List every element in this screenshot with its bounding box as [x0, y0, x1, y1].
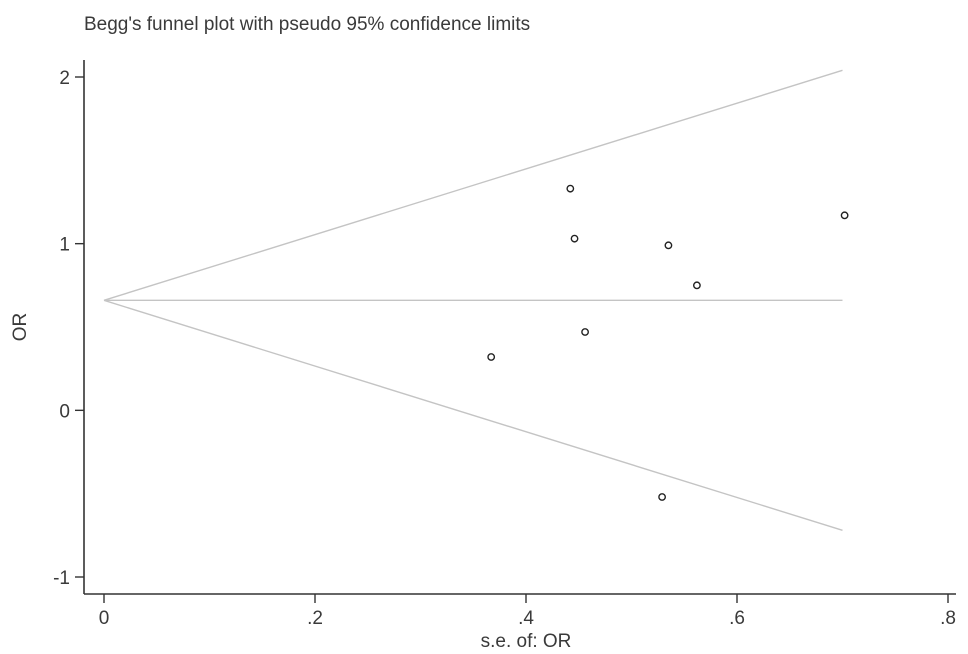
- x-tick-label: .6: [729, 608, 745, 629]
- y-ticks: -1 0 1 2: [53, 68, 84, 589]
- x-ticks: 0 .2 .4 .6 .8: [99, 594, 956, 629]
- study-point: [693, 281, 701, 290]
- study-points: [487, 184, 849, 501]
- study-point: [487, 353, 496, 361]
- x-tick-label: 0: [99, 608, 110, 629]
- confidence-limit-lines: [103, 69, 843, 532]
- y-tick-label: 2: [59, 68, 70, 89]
- x-tick-label: .4: [518, 608, 534, 629]
- y-axis-title: OR: [10, 313, 31, 342]
- chart-title: Begg's funnel plot with pseudo 95% confi…: [84, 14, 531, 35]
- x-tick-label: .2: [307, 608, 323, 629]
- study-point: [566, 184, 575, 193]
- y-tick-label: -1: [53, 568, 70, 589]
- study-point: [840, 211, 849, 220]
- study-point: [570, 234, 579, 243]
- y-tick-label: 1: [59, 235, 70, 256]
- x-tick-label: .8: [940, 608, 956, 629]
- lower-confidence-limit: [103, 299, 843, 532]
- upper-confidence-limit: [103, 69, 843, 302]
- study-point: [581, 328, 589, 336]
- y-tick-label: 0: [59, 401, 70, 422]
- x-axis-title: s.e. of: OR: [481, 631, 572, 652]
- study-point: [658, 493, 666, 501]
- study-point: [664, 241, 673, 250]
